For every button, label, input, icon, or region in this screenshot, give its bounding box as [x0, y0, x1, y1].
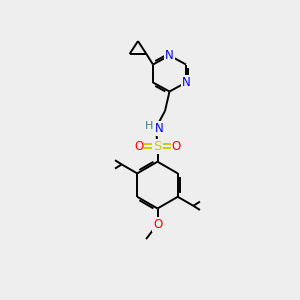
- Text: O: O: [134, 140, 143, 153]
- Text: N: N: [182, 76, 190, 89]
- Text: S: S: [153, 140, 162, 153]
- Text: O: O: [172, 140, 181, 153]
- Text: N: N: [165, 49, 174, 62]
- Text: H: H: [145, 121, 154, 131]
- Text: N: N: [155, 122, 164, 135]
- Text: O: O: [153, 218, 162, 231]
